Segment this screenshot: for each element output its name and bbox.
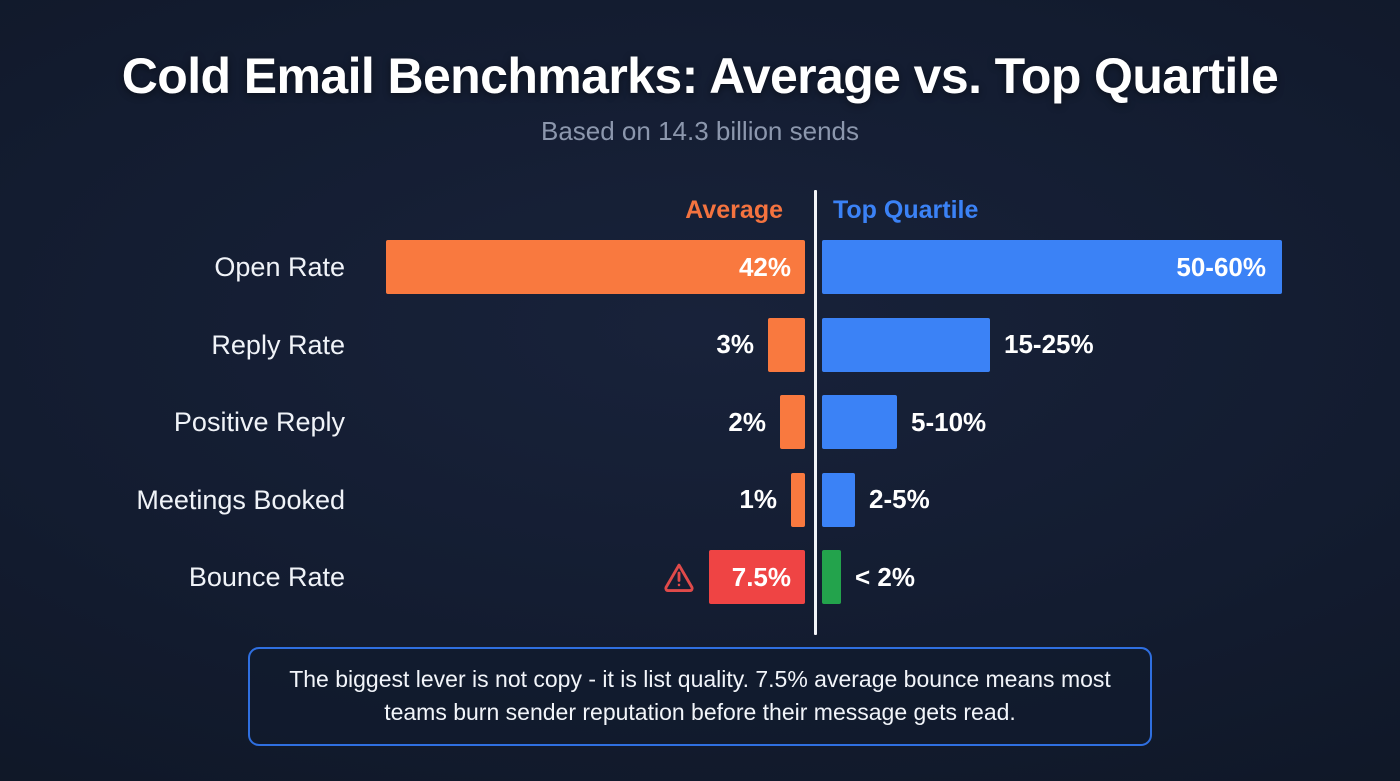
average-value-label: 1% [739, 484, 777, 514]
average-value-label: 2% [728, 406, 766, 437]
top-quartile-side: 15-25% [822, 315, 1094, 375]
average-value-label: 3% [716, 329, 754, 359]
average-side: 3% [0, 315, 805, 375]
average-bar[interactable] [768, 317, 805, 372]
top-quartile-side: 2-5% [822, 470, 930, 530]
column-header-top-quartile: Top Quartile [833, 196, 979, 224]
row-label-open-rate: Open Rate [214, 252, 345, 282]
average-value-label: 7.5% [731, 561, 791, 592]
top-quartile-value-label: 50-60% [1176, 251, 1266, 282]
top-quartile-value-label: < 2% [855, 561, 915, 592]
insight-callout-box: The biggest lever is not copy - it is li… [248, 647, 1152, 747]
bar-row: Open Rate 42% 50-60% [0, 237, 1400, 297]
warning-triangle-icon [664, 563, 694, 593]
row-label-positive-reply: Positive Reply [173, 407, 345, 437]
top-quartile-bar[interactable] [822, 395, 897, 449]
average-side: 2% [0, 392, 805, 452]
top-quartile-side: 50-60% [822, 237, 1282, 297]
top-quartile-side: 5-10% [822, 392, 986, 452]
top-quartile-bar[interactable] [822, 550, 841, 604]
top-quartile-side: < 2% [822, 547, 915, 607]
chart-header: Cold Email Benchmarks: Average vs. Top Q… [0, 48, 1400, 147]
chart-title: Cold Email Benchmarks: Average vs. Top Q… [121, 48, 1279, 104]
top-quartile-bar[interactable] [822, 317, 990, 372]
top-quartile-value-label: 15-25% [1004, 329, 1094, 359]
average-side: 7.5% [0, 547, 805, 607]
average-side: 1% [0, 470, 805, 530]
column-header-average: Average [685, 196, 783, 224]
row-label-bounce-rate: Bounce Rate [188, 562, 345, 592]
bar-row: Positive Reply 2% 5-10% [0, 392, 1400, 452]
top-quartile-value-label: 2-5% [869, 484, 930, 514]
chart-subtitle: Based on 14.3 billion sends [540, 116, 859, 146]
row-label-meetings-booked: Meetings Booked [136, 484, 345, 515]
average-bar[interactable] [780, 395, 805, 449]
center-axis-divider [814, 190, 817, 635]
average-bar[interactable]: 42% [386, 240, 805, 294]
top-quartile-bar[interactable]: 50-60% [822, 240, 1282, 294]
average-bar[interactable] [791, 472, 805, 527]
top-quartile-bar[interactable] [822, 472, 855, 527]
average-value-label: 42% [738, 251, 791, 282]
top-quartile-value-label: 5-10% [911, 406, 987, 437]
bar-row: Meetings Booked 1% 2-5% [0, 470, 1400, 530]
bar-row: Reply Rate 3% 15-25% [0, 315, 1400, 375]
row-label-reply-rate: Reply Rate [211, 329, 345, 360]
bar-row: Bounce Rate 7.5% < 2% [0, 547, 1400, 607]
average-bar[interactable]: 7.5% [709, 550, 805, 604]
average-side: 42% [0, 237, 805, 297]
insight-callout-text: The biggest lever is not copy - it is li… [289, 666, 1111, 725]
